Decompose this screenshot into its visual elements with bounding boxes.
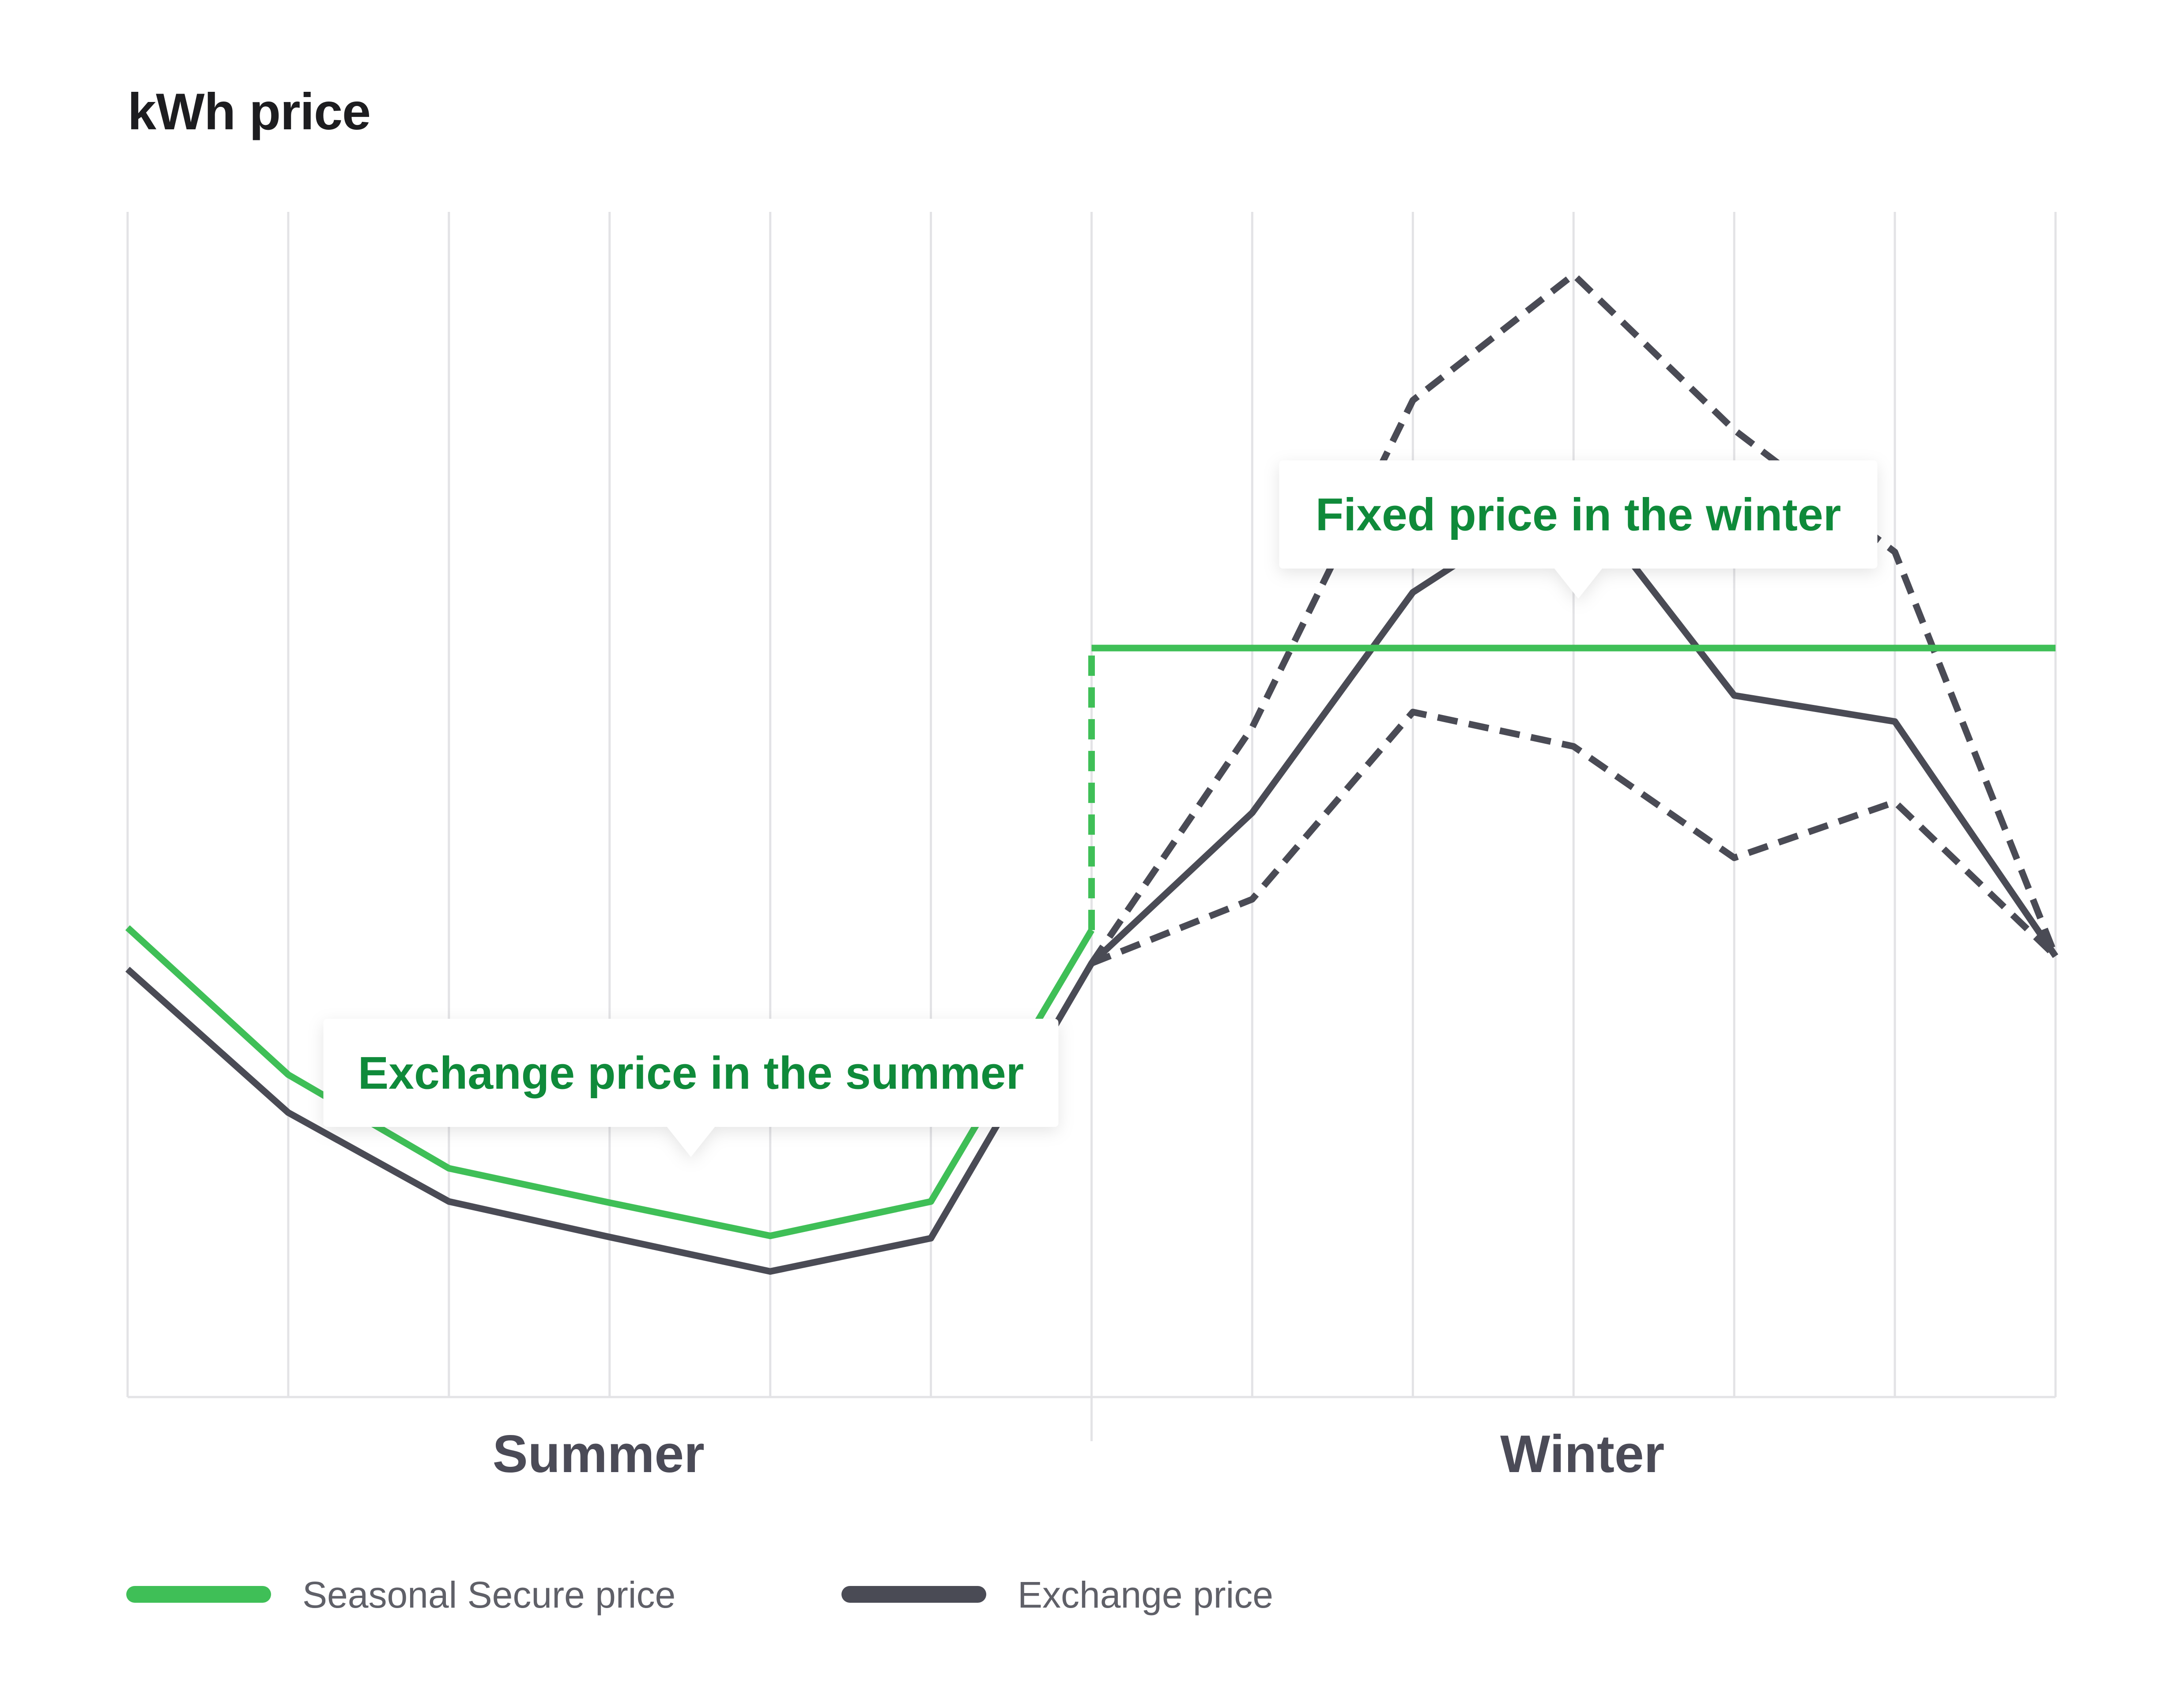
legend-label-seasonal: Seasonal Secure price [302, 1574, 675, 1616]
exchange-price-line [125, 485, 2059, 1275]
callouts: Exchange price in the summer Fixed price… [323, 460, 1878, 1157]
x-axis-sections: Summer Winter [493, 1424, 1665, 1484]
grid [126, 212, 2057, 1441]
callout-summer-box [323, 1019, 1059, 1157]
legend-label-exchange: Exchange price [1018, 1574, 1273, 1616]
callout-winter-box [1279, 460, 1878, 599]
exchange-price-dashed-line [1089, 271, 2059, 965]
callout-summer: Exchange price in the summer [323, 1019, 1059, 1157]
section-label-summer: Summer [493, 1424, 705, 1484]
legend: Seasonal Secure price Exchange price [126, 1574, 1273, 1616]
section-label-winter: Winter [1500, 1424, 1664, 1484]
exchange-price-dashed-line [1090, 708, 2058, 967]
chart-title: kWh price [128, 83, 371, 140]
seasonal-price-line [125, 644, 2056, 1239]
callout-summer-text: Exchange price in the summer [358, 1048, 1024, 1099]
callout-winter-text: Fixed price in the winter [1316, 490, 1841, 541]
callout-winter: Fixed price in the winter [1279, 460, 1878, 599]
series-lines [125, 271, 2059, 1275]
